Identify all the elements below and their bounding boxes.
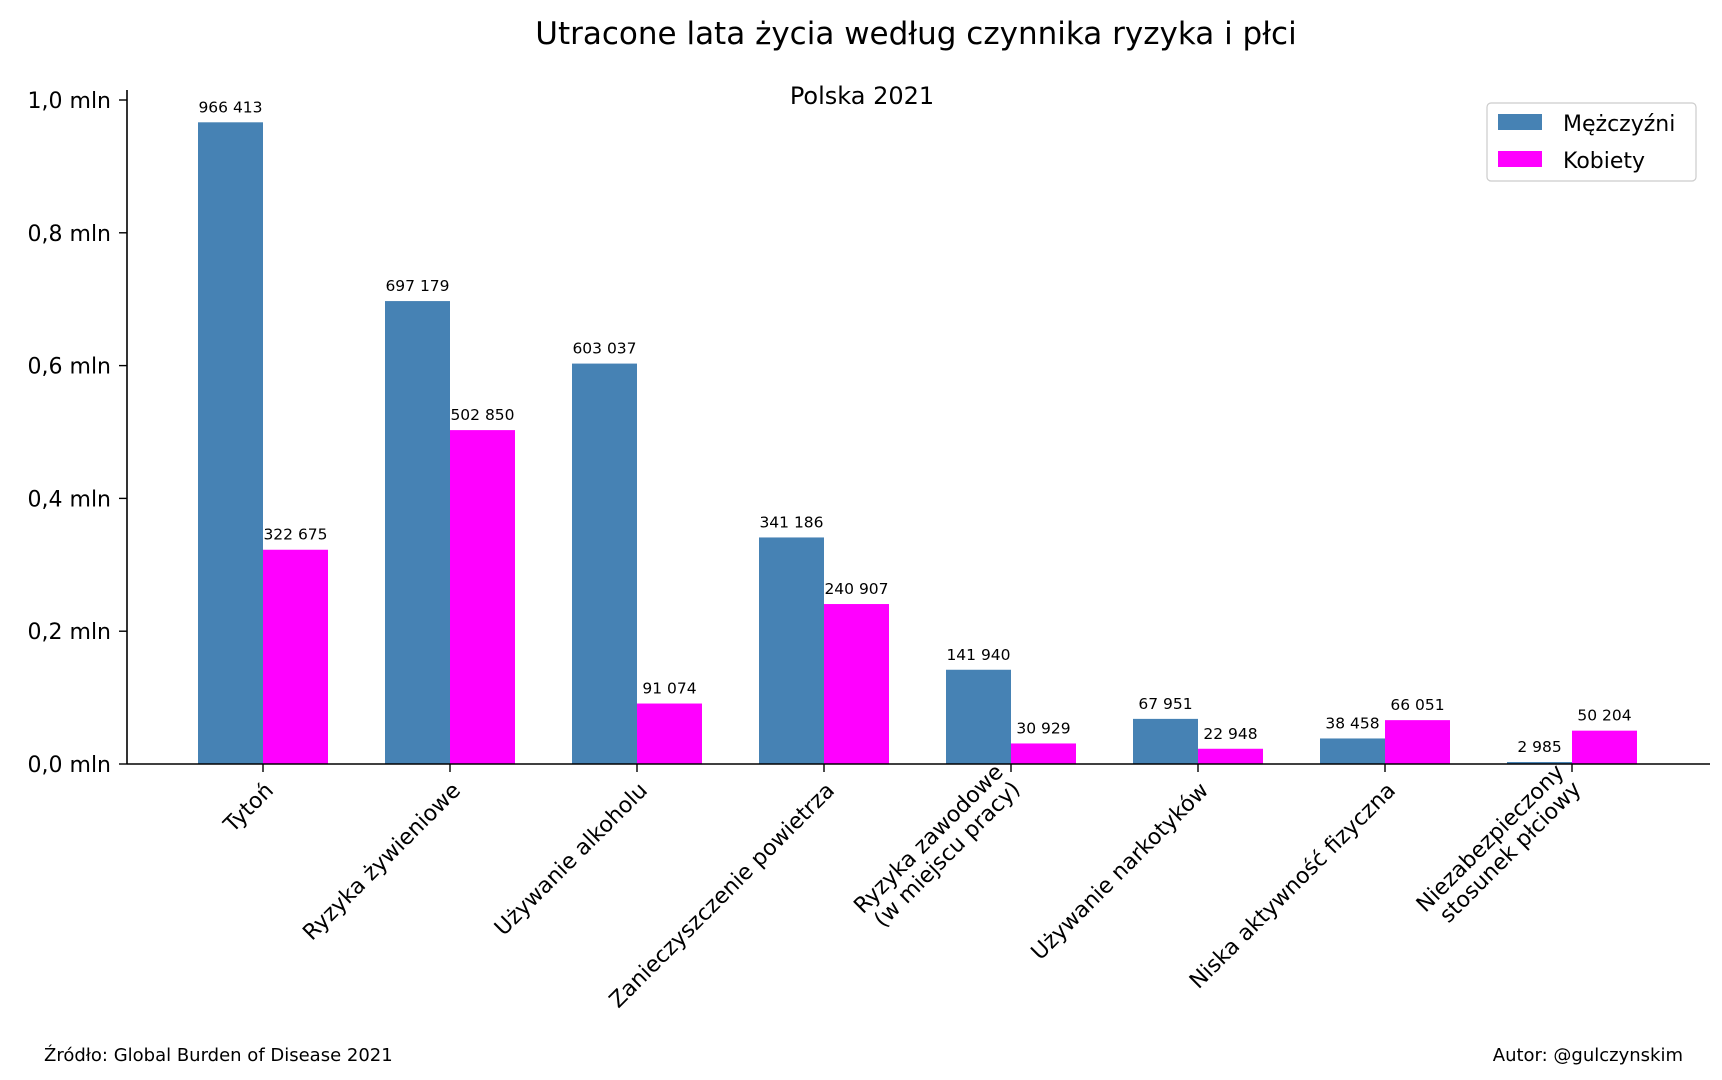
data-label-mezczyzni-6: 38 458 <box>1325 714 1379 732</box>
y-tick-label-4: 0,8 mln <box>28 222 111 247</box>
chart-title: Utracone lata życia według czynnika ryzy… <box>535 16 1296 52</box>
legend-label-kobiety: Kobiety <box>1563 149 1645 174</box>
data-label-kobiety-0: 322 675 <box>263 526 327 544</box>
bar-mezczyzni-1 <box>385 301 450 764</box>
bar-mezczyzni-6 <box>1320 738 1385 764</box>
data-label-mezczyzni-5: 67 951 <box>1138 695 1192 713</box>
source-note: Źródło: Global Burden of Disease 2021 <box>44 1044 393 1066</box>
x-tick-label-6: Niska aktywność fizyczna <box>1185 778 1401 994</box>
data-label-mezczyzni-3: 341 186 <box>759 513 823 531</box>
data-label-kobiety-4: 30 929 <box>1016 719 1070 737</box>
bar-mezczyzni-7 <box>1507 762 1572 764</box>
legend: Mężczyźni Kobiety <box>1486 102 1697 182</box>
data-label-kobiety-2: 91 074 <box>642 680 696 698</box>
bar-kobiety-5 <box>1198 748 1263 764</box>
x-tick-label-2: Używanie alkoholu <box>490 778 653 941</box>
x-tick-label-7: Niezabezpieczonystosunek płciowy <box>1412 760 1587 935</box>
y-tick-label-2: 0,4 mln <box>28 487 111 512</box>
bar-mezczyzni-0 <box>198 122 263 765</box>
bar-kobiety-6 <box>1385 720 1450 764</box>
x-tick-label-5: Używanie narkotyków <box>1027 778 1214 965</box>
data-labels-group: 966 413 697 179 603 037 341 186 141 940 67 95… <box>198 98 1631 756</box>
bar-kobiety-1 <box>450 430 515 764</box>
y-tick-label-1: 0,2 mln <box>28 620 111 645</box>
bar-kobiety-4 <box>1011 743 1076 764</box>
chart-subtitle: Polska 2021 <box>790 82 934 110</box>
y-tick-label-0: 0,0 mln <box>28 753 111 778</box>
data-label-mezczyzni-0: 966 413 <box>198 98 262 116</box>
bar-mezczyzni-4 <box>946 669 1011 764</box>
y-tick-label-3: 0,6 mln <box>28 355 111 380</box>
data-label-mezczyzni-2: 603 037 <box>572 340 636 358</box>
x-tick-label-0: Tytoń <box>219 778 279 838</box>
legend-swatch-mezczyzni <box>1498 114 1542 130</box>
bar-kobiety-3 <box>824 604 889 764</box>
x-tick-label-4: Ryzyka zawodowe(w miejscu pracy) <box>849 760 1025 936</box>
bar-kobiety-2 <box>637 703 702 764</box>
data-label-kobiety-5: 22 948 <box>1203 725 1257 743</box>
bars-group <box>198 122 1637 765</box>
data-label-kobiety-6: 66 051 <box>1390 696 1444 714</box>
legend-swatch-kobiety <box>1498 151 1542 167</box>
y-tick-label-5: 1,0 mln <box>28 89 111 114</box>
bar-kobiety-0 <box>263 549 328 764</box>
x-tick-label-1: Ryzyka żywieniowe <box>298 778 465 945</box>
bar-mezczyzni-2 <box>572 363 637 764</box>
data-label-kobiety-1: 502 850 <box>450 406 514 424</box>
data-label-kobiety-3: 240 907 <box>824 580 888 598</box>
y-axis: 0,0 mln 0,2 mln 0,4 mln 0,6 mln 0,8 mln 1,0 m… <box>28 89 128 778</box>
x-axis: Tytoń Ryzyka żywieniowe Używanie alkoholuZ… <box>127 760 1710 1013</box>
data-label-mezczyzni-1: 697 179 <box>385 277 449 295</box>
legend-label-mezczyzni: Mężczyźni <box>1563 112 1675 137</box>
data-label-kobiety-7: 50 204 <box>1577 707 1631 725</box>
bar-mezczyzni-5 <box>1133 718 1198 764</box>
x-tick-label-3: Zanieczyszczenie powietrza <box>605 778 840 1013</box>
data-label-mezczyzni-4: 141 940 <box>946 646 1010 664</box>
bar-kobiety-7 <box>1572 730 1637 764</box>
bar-mezczyzni-3 <box>759 537 824 764</box>
data-label-mezczyzni-7: 2 985 <box>1517 738 1561 756</box>
author-note: Autor: @gulczynskim <box>1493 1045 1683 1066</box>
